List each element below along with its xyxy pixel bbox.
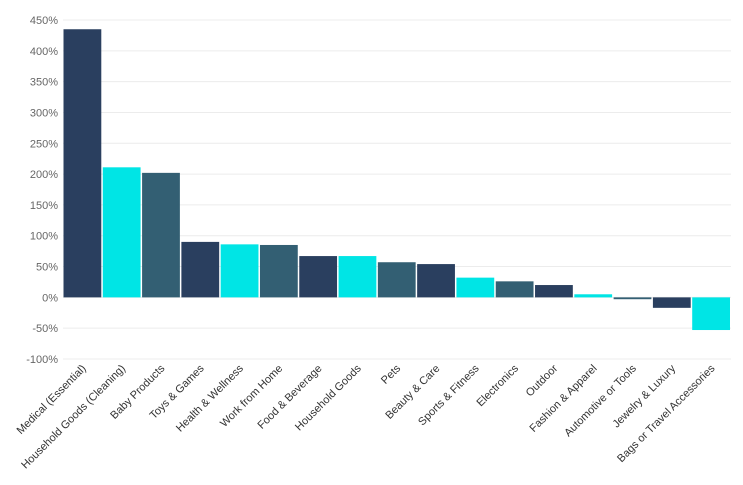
- bar: [692, 297, 730, 331]
- bar: [377, 262, 416, 298]
- y-axis-ticks: -100% -50% 0% 50% 100% 150% 200% 250% 300% 350% 40…: [26, 15, 58, 366]
- bar: [613, 297, 652, 300]
- bar: [574, 294, 613, 298]
- x-category-label: Fashion & Apparel: [528, 363, 600, 435]
- y-tick-label: 400%: [30, 46, 58, 58]
- bar: [338, 256, 377, 298]
- x-category-label: Automotive or Tools: [562, 362, 639, 439]
- bars: [63, 29, 730, 331]
- bar: [535, 285, 573, 298]
- bar: [181, 241, 220, 298]
- bar: [220, 244, 259, 298]
- y-tick-label: 300%: [30, 107, 58, 119]
- bar: [652, 297, 691, 308]
- y-tick-label: -50%: [32, 323, 58, 335]
- bar: [259, 244, 298, 298]
- y-tick-label: 450%: [30, 15, 58, 27]
- bar: [102, 167, 141, 298]
- y-tick-label: 0%: [42, 292, 58, 304]
- bar: [495, 281, 534, 298]
- y-tick-label: 150%: [30, 200, 58, 212]
- x-axis-labels: Medical (Essential)Household Goods (Clea…: [15, 362, 718, 471]
- bar: [63, 29, 102, 298]
- y-tick-label: 350%: [30, 77, 58, 89]
- bar: [456, 277, 495, 298]
- x-category-label: Electronics: [474, 362, 521, 409]
- bar: [299, 256, 338, 298]
- y-tick-label: 50%: [36, 262, 58, 274]
- y-tick-label: 200%: [30, 169, 58, 181]
- x-category-label: Medical (Essential): [15, 363, 89, 437]
- x-category-label: Household Goods: [293, 362, 364, 433]
- x-category-label: Health & Wellness: [174, 362, 246, 434]
- x-category-label: Pets: [379, 362, 403, 386]
- bar: [142, 172, 180, 298]
- y-tick-label: 250%: [30, 138, 58, 150]
- x-category-label: Outdoor: [524, 362, 561, 399]
- y-tick-label: 100%: [30, 231, 58, 243]
- y-tick-label: -100%: [26, 354, 58, 366]
- bar: [417, 264, 455, 298]
